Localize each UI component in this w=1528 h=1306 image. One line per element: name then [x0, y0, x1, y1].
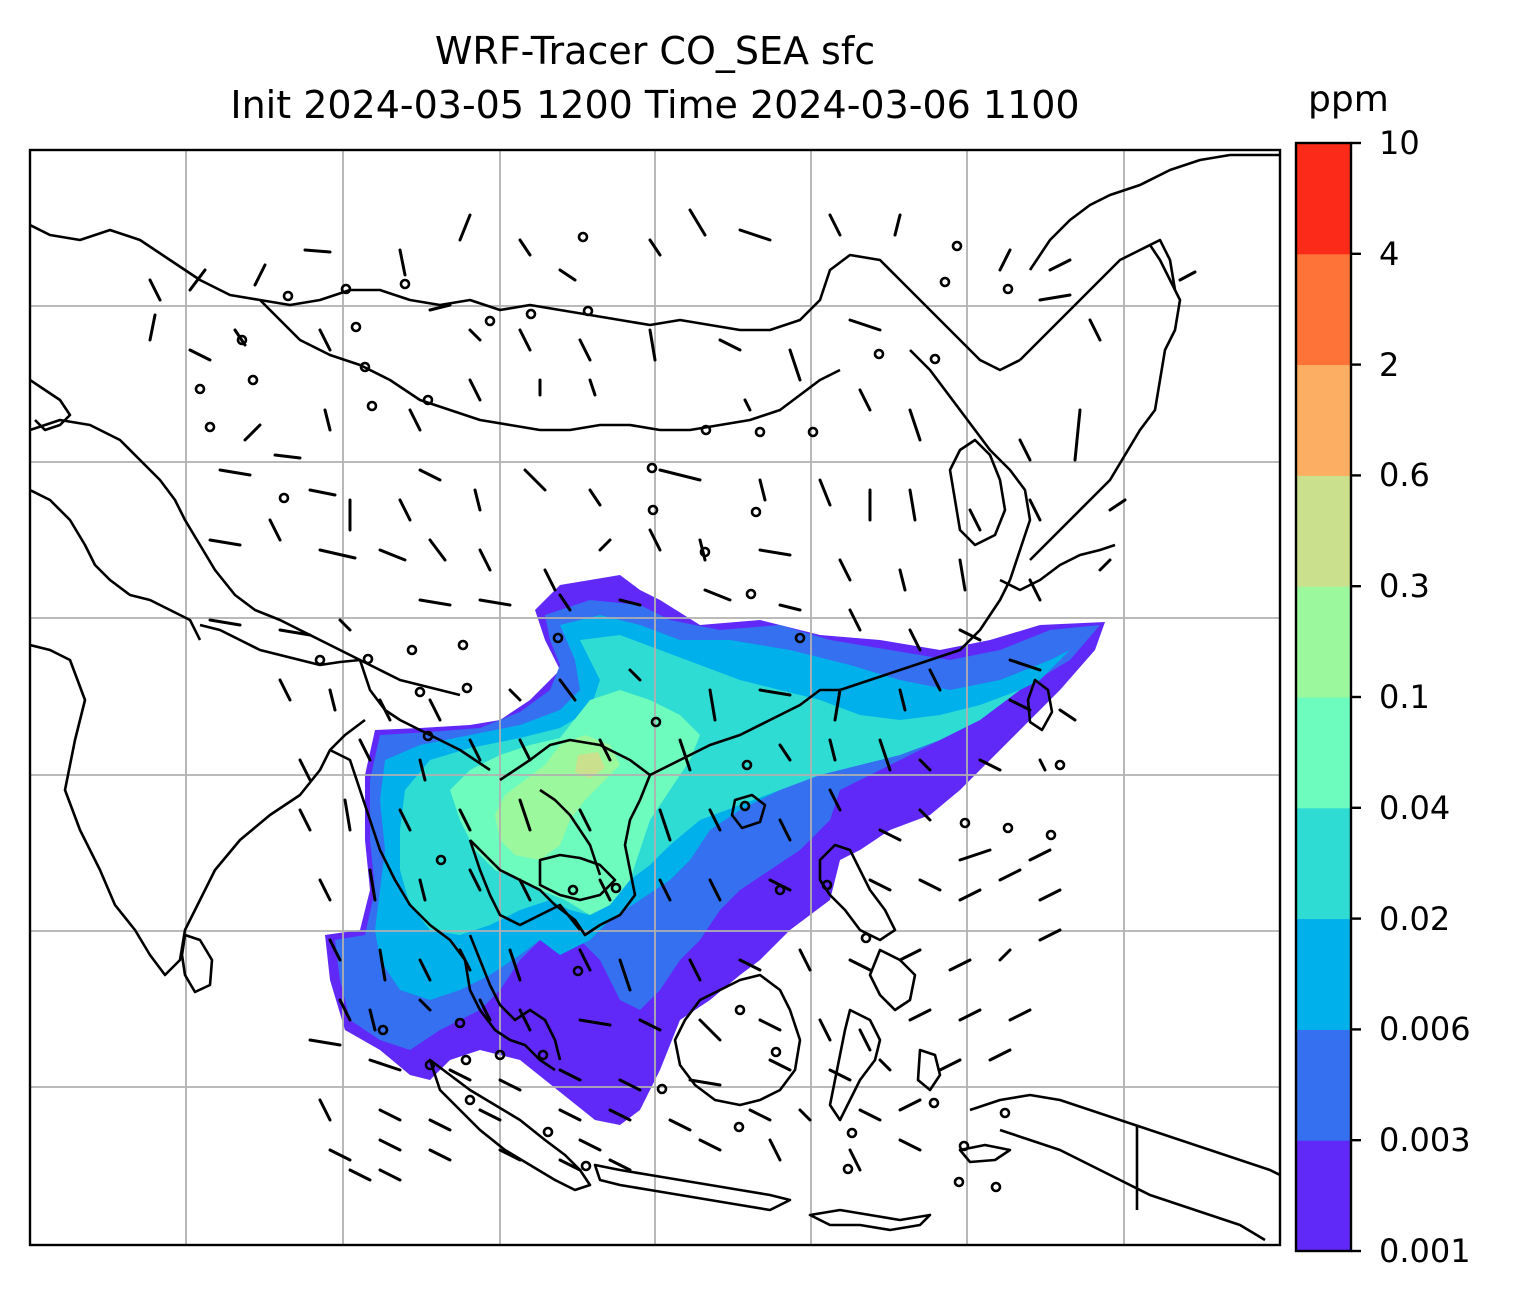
- colorbar-tick-label: 0.3: [1379, 567, 1430, 606]
- colorbar-segment: [1296, 697, 1351, 809]
- colorbar-segment: [1296, 1140, 1351, 1252]
- border-russia-far-east: [1019, 238, 1177, 361]
- colorbar-tick-label: 0.04: [1379, 788, 1451, 827]
- colorbar: [1294, 141, 1361, 1253]
- coastline-japan-south: [999, 543, 1116, 592]
- coastline-korea: [948, 438, 1007, 547]
- coastline-timor: [958, 1143, 1012, 1164]
- colorbar-tick-label: 10: [1379, 124, 1420, 162]
- tracer-field: [325, 575, 1105, 1125]
- calm-markers: [194, 231, 1066, 1193]
- border-china-west: [30, 418, 361, 662]
- colorbar-tick-label: 4: [1379, 234, 1400, 273]
- border-pakistan-afghan: [30, 488, 202, 641]
- coastline-java: [593, 1163, 792, 1212]
- border-china-north: [30, 223, 1021, 372]
- coastline-japan: [1029, 244, 1182, 561]
- coastline-borneo: [673, 973, 802, 1107]
- border-laos-vietnam: [539, 788, 602, 876]
- coastline-sulawesi: [828, 1008, 882, 1122]
- coastline-srilanka: [180, 933, 214, 994]
- coastline-gulf-thailand: [468, 839, 582, 931]
- border-cambodia: [538, 853, 617, 902]
- coastline-philippines-south: [868, 948, 917, 1012]
- coastline-new-guinea: [969, 1093, 1280, 1177]
- map-frame: [28, 148, 1282, 1247]
- colorbar-tick-label: 0.6: [1379, 456, 1430, 495]
- colorbar-segment: [1296, 253, 1351, 366]
- coastline-malay-peninsula: [468, 934, 562, 1061]
- colorbar-segment: [1296, 1029, 1351, 1141]
- coastline-moluccas: [916, 1048, 942, 1092]
- colorbar-segment: [1296, 143, 1351, 255]
- colorbar-tick-label: 0.003: [1379, 1121, 1471, 1160]
- field-level-0.3: [575, 752, 605, 778]
- colorbar-tick-label: 0.02: [1379, 899, 1451, 938]
- colorbar-segment: [1296, 918, 1351, 1030]
- coastline-luzon: [818, 843, 897, 942]
- border-himalaya: [199, 623, 461, 697]
- colorbar-tick-label: 2: [1379, 345, 1400, 384]
- colorbar-segment: [1296, 807, 1351, 920]
- chart-title-line2: Init 2024-03-05 1200 Time 2024-03-06 110…: [230, 83, 1080, 127]
- colorbar-segment: [1296, 364, 1351, 476]
- gridlines: [30, 150, 1280, 1245]
- coastline-taiwan: [1026, 678, 1054, 732]
- coastline-china-east: [909, 349, 1032, 581]
- colorbar-segment: [1296, 586, 1351, 698]
- border-caspian: [30, 378, 72, 432]
- colorbar-tick-label: 0.001: [1379, 1232, 1471, 1270]
- wind-barbs: [148, 208, 1197, 1182]
- border-mongolia-south: [259, 299, 841, 432]
- coastline-new-guinea-south: [999, 1128, 1266, 1242]
- colorbar-segment: [1296, 475, 1351, 587]
- coastline-indochina: [469, 738, 652, 937]
- coastline-lesser-sunda: [808, 1208, 932, 1232]
- coastline-bay-of-bengal-east: [329, 748, 556, 1072]
- coastline-okhotsk: [1028, 153, 1280, 271]
- border-myanmar: [358, 659, 491, 772]
- colorbar-tick-label: 0.006: [1379, 1010, 1471, 1049]
- colorbar-unit-label: ppm: [1308, 79, 1389, 120]
- chart-title-line1: WRF-Tracer CO_SEA sfc: [434, 29, 876, 73]
- coastline-india: [30, 643, 366, 977]
- colorbar-tick-label: 0.1: [1379, 678, 1430, 716]
- coastline-hainan: [730, 793, 767, 830]
- coastline-sumatra: [428, 1058, 592, 1192]
